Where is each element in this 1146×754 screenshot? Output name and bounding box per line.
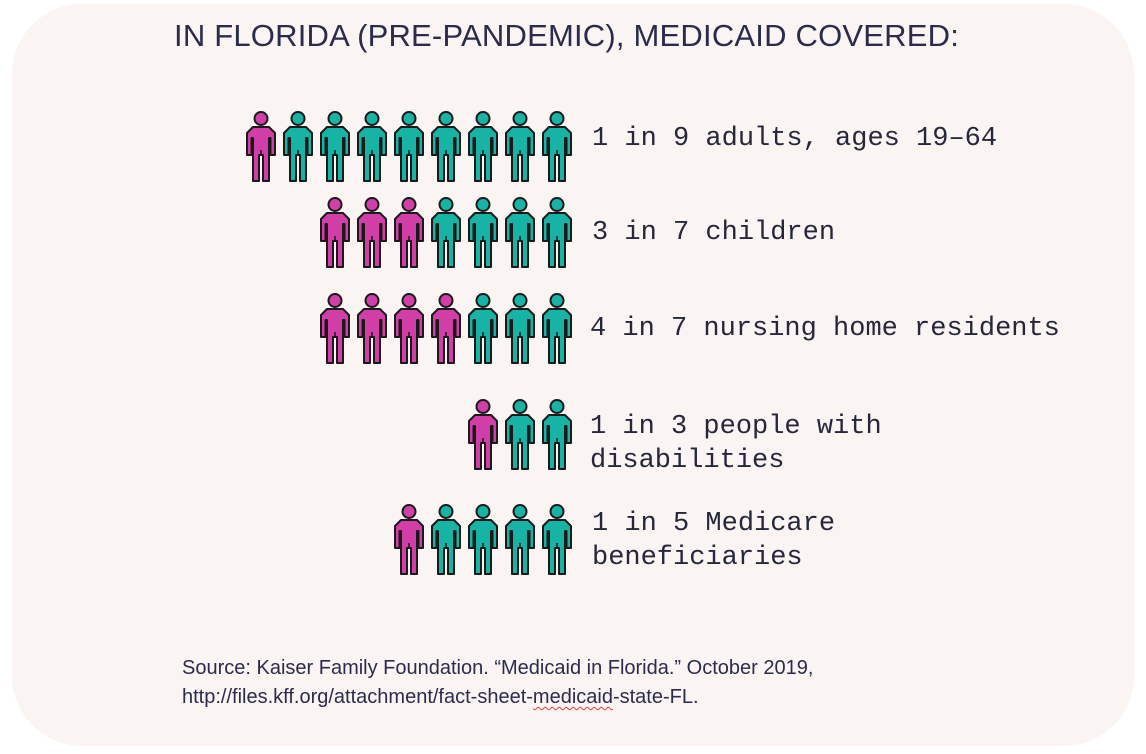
person-icon-not-covered: [466, 110, 500, 184]
page-title: IN FLORIDA (PRE-PANDEMIC), MEDICAID COVE…: [174, 18, 960, 53]
person-icon-covered: [466, 398, 500, 472]
person-icon-covered: [244, 110, 278, 184]
person-icon-not-covered: [503, 110, 537, 184]
person-icon-not-covered: [466, 503, 500, 577]
row-label-line: beneficiaries: [592, 543, 803, 573]
figure-group: [318, 292, 574, 366]
row-label-line: 1 in 9 adults, ages 19–64: [592, 124, 998, 154]
person-icon-not-covered: [429, 503, 463, 577]
figure-group: [244, 110, 574, 184]
figure-group: [318, 196, 574, 270]
person-icon-not-covered: [540, 292, 574, 366]
row-label: 1 in 5 Medicare beneficiaries: [592, 507, 835, 575]
person-icon-not-covered: [429, 110, 463, 184]
person-icon-not-covered: [355, 110, 389, 184]
person-icon-not-covered: [540, 110, 574, 184]
source-line-2: http://files.kff.org/attachment/fact-she…: [182, 683, 813, 712]
person-icon-not-covered: [503, 292, 537, 366]
person-icon-covered: [318, 196, 352, 270]
person-icon-not-covered: [503, 398, 537, 472]
person-icon-covered: [392, 503, 426, 577]
row-label: 1 in 3 people with disabilities: [590, 410, 882, 478]
person-icon-not-covered: [281, 110, 315, 184]
person-icon-not-covered: [540, 398, 574, 472]
person-icon-not-covered: [392, 110, 426, 184]
person-icon-not-covered: [540, 503, 574, 577]
row-label: 4 in 7 nursing home residents: [590, 312, 1060, 346]
row-label-line: 3 in 7 children: [592, 218, 836, 248]
person-icon-not-covered: [503, 196, 537, 270]
source-line-1: Source: Kaiser Family Foundation. “Medic…: [182, 657, 814, 679]
figure-group: [466, 398, 574, 472]
person-icon-covered: [318, 292, 352, 366]
source-url-part-2: -state-FL.: [612, 686, 699, 708]
person-icon-covered: [429, 292, 463, 366]
source-url-part-1: http://files.kff.org/attachment/fact-she…: [182, 686, 533, 708]
person-icon-not-covered: [318, 110, 352, 184]
figure-group: [392, 503, 574, 577]
row-label: 3 in 7 children: [592, 216, 835, 250]
source-citation: Source: Kaiser Family Foundation. “Medic…: [182, 654, 813, 712]
row-label-line: 1 in 3 people with: [590, 412, 882, 442]
person-icon-not-covered: [540, 196, 574, 270]
person-icon-not-covered: [466, 292, 500, 366]
source-url-spellcheck-word: medicaid: [532, 686, 613, 708]
infographic-card: [12, 4, 1134, 746]
person-icon-covered: [355, 196, 389, 270]
person-icon-covered: [392, 292, 426, 366]
person-icon-not-covered: [503, 503, 537, 577]
person-icon-not-covered: [466, 196, 500, 270]
person-icon-covered: [392, 196, 426, 270]
row-label: 1 in 9 adults, ages 19–64: [592, 122, 997, 156]
row-label-line: 1 in 5 Medicare: [592, 509, 836, 539]
row-label-line: disabilities: [590, 446, 785, 476]
person-icon-covered: [355, 292, 389, 366]
person-icon-not-covered: [429, 196, 463, 270]
row-label-line: 4 in 7 nursing home residents: [590, 314, 1060, 344]
